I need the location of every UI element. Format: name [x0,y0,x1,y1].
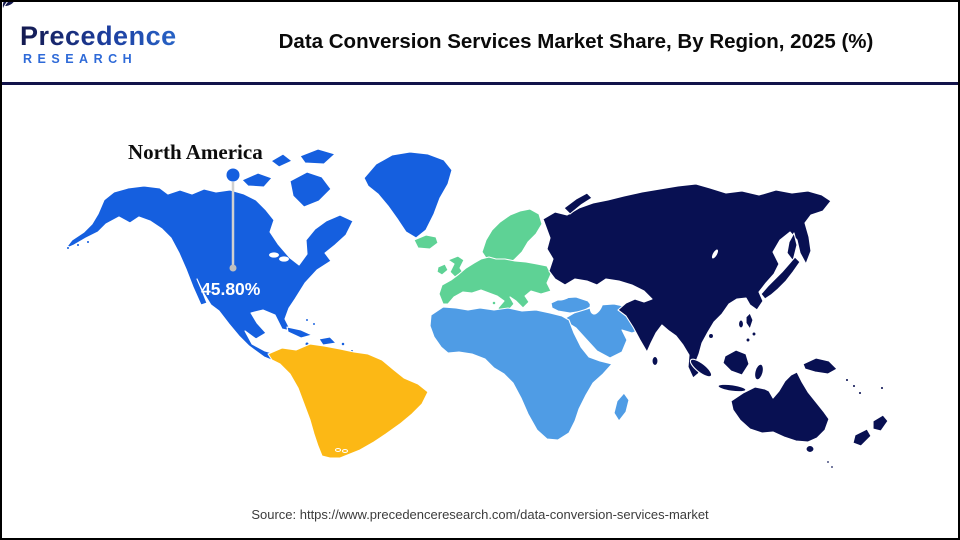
region-middle-east-africa [429,296,649,441]
inland-seas [548,249,719,315]
region-callout-label: North America [128,140,263,164]
brand-name: Precedence [20,22,220,50]
brand-logo: Precedence RESEARCH [2,2,220,66]
leader-start-dot [226,168,240,182]
source-line: Source: https://www.precedenceresearch.c… [251,507,709,522]
leaf-icon [2,2,14,8]
lakes [269,252,298,262]
region-asia-pacific [542,183,889,469]
leader-end-dot [229,264,237,272]
chart-title: Data Conversion Services Market Share, B… [278,30,874,54]
header-bar: Precedence RESEARCH Data Conversion Serv… [2,2,958,85]
region-north-america [64,148,453,364]
region-south-america [267,343,429,459]
callout-leader [226,168,240,272]
region-europe [413,208,552,320]
region-callout-value: 45.80% [201,279,261,299]
brand-subtitle: RESEARCH [23,51,138,66]
